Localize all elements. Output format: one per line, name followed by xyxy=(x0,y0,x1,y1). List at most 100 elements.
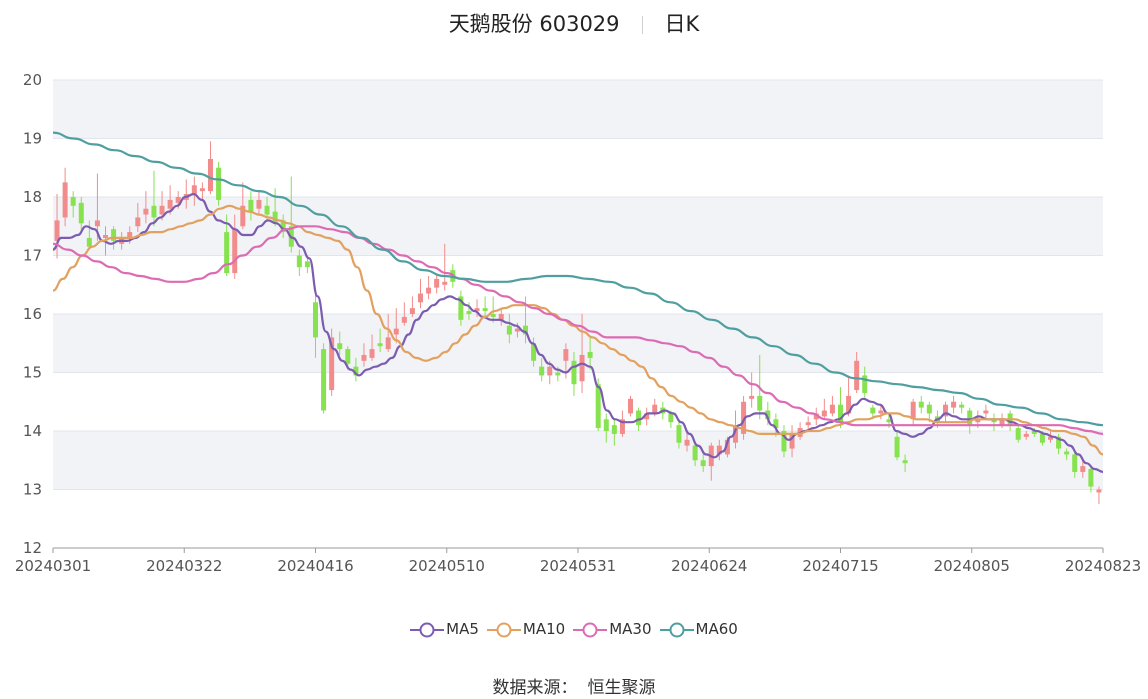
candle xyxy=(191,176,197,206)
candle xyxy=(62,167,68,227)
candle xyxy=(700,454,706,472)
candle-body xyxy=(393,328,399,335)
candle xyxy=(385,314,391,353)
candle xyxy=(135,202,141,233)
candle-body xyxy=(1039,433,1045,443)
x-tick-label: 20240715 xyxy=(802,557,878,575)
candle xyxy=(894,431,900,461)
candle xyxy=(741,395,747,440)
candle-body xyxy=(522,325,529,335)
candle-body xyxy=(426,287,432,294)
candle xyxy=(143,191,149,224)
candle xyxy=(240,182,246,230)
candle xyxy=(813,407,819,426)
candle xyxy=(684,431,690,452)
candle-body xyxy=(216,167,222,200)
candle-body xyxy=(732,425,739,443)
legend-item-ma30[interactable]: MA30 xyxy=(573,620,652,638)
candle-body xyxy=(482,308,488,312)
candle xyxy=(829,395,835,417)
x-tick-label: 20240624 xyxy=(671,557,747,575)
candle-body xyxy=(878,410,884,414)
legend-marker-icon xyxy=(573,622,608,637)
candle xyxy=(1096,486,1102,505)
candle-body xyxy=(151,205,157,218)
legend: MA5 MA10 MA30 MA60 xyxy=(0,620,1148,638)
candle-body xyxy=(191,185,197,195)
candle xyxy=(458,290,464,326)
stock-name: 天鹅股份 603029 xyxy=(448,12,620,36)
candle-body xyxy=(821,410,827,417)
candle xyxy=(910,398,916,426)
candle xyxy=(353,357,359,382)
y-tick-label: 17 xyxy=(23,247,42,265)
x-tick-label: 20240823 xyxy=(1065,557,1141,575)
candle-body xyxy=(199,188,205,192)
candle xyxy=(918,395,924,414)
candle-body xyxy=(458,296,464,320)
y-tick-label: 12 xyxy=(23,539,42,557)
x-tick-label: 20240416 xyxy=(277,557,353,575)
candle-body xyxy=(159,205,165,215)
candle-body xyxy=(676,425,682,443)
candle-body xyxy=(143,208,149,215)
candle-body xyxy=(111,229,117,241)
candle xyxy=(361,343,367,367)
title-separator xyxy=(641,16,643,34)
candle-body xyxy=(611,425,617,434)
candle-body xyxy=(829,404,835,414)
candle xyxy=(377,328,383,353)
candle-body xyxy=(94,220,100,227)
candle xyxy=(942,401,949,423)
candle xyxy=(216,161,222,206)
legend-item-ma10[interactable]: MA10 xyxy=(486,620,565,638)
legend-item-ma5[interactable]: MA5 xyxy=(410,620,479,638)
candle xyxy=(854,352,860,393)
candle-body xyxy=(563,349,569,361)
y-tick-label: 19 xyxy=(23,130,42,148)
candle-body xyxy=(280,220,286,233)
candle-body xyxy=(983,410,989,414)
ma30-line xyxy=(52,225,1104,435)
candle-body xyxy=(385,337,391,350)
candle xyxy=(531,337,537,367)
candle-body xyxy=(272,211,278,224)
legend-item-ma60[interactable]: MA60 xyxy=(659,620,738,638)
candle-body xyxy=(224,232,230,274)
candle-body xyxy=(54,220,60,241)
candle xyxy=(571,352,577,396)
candle-body xyxy=(684,439,690,446)
candle xyxy=(417,278,424,309)
candle xyxy=(312,290,319,358)
candle-body xyxy=(555,372,561,376)
candle xyxy=(232,214,238,279)
x-tick-label: 20240805 xyxy=(934,557,1010,575)
candle-body xyxy=(539,366,545,376)
candle-body xyxy=(716,445,722,455)
x-tick-label: 20240531 xyxy=(540,557,616,575)
grid-lines xyxy=(53,79,1103,549)
candle xyxy=(587,337,593,370)
candle-body xyxy=(232,229,238,274)
candle-body xyxy=(781,431,787,452)
candle xyxy=(991,413,997,431)
candle xyxy=(482,296,488,317)
candle-body xyxy=(749,395,755,399)
candle-body xyxy=(353,366,359,376)
candle-body xyxy=(910,401,916,420)
candle xyxy=(1056,433,1062,455)
candle-body xyxy=(603,419,609,431)
candle xyxy=(1015,425,1021,443)
candle-body xyxy=(1072,454,1078,472)
candle-body xyxy=(902,460,908,464)
candle-body xyxy=(789,433,795,449)
grid-band xyxy=(53,431,1103,490)
candle-body xyxy=(587,352,593,358)
candle xyxy=(401,302,407,326)
candle xyxy=(862,366,868,399)
candle xyxy=(959,401,965,414)
candle xyxy=(603,413,609,443)
y-axis: 12 13 14 15 16 17 18 19 20 xyxy=(23,71,42,557)
candle xyxy=(321,343,327,414)
